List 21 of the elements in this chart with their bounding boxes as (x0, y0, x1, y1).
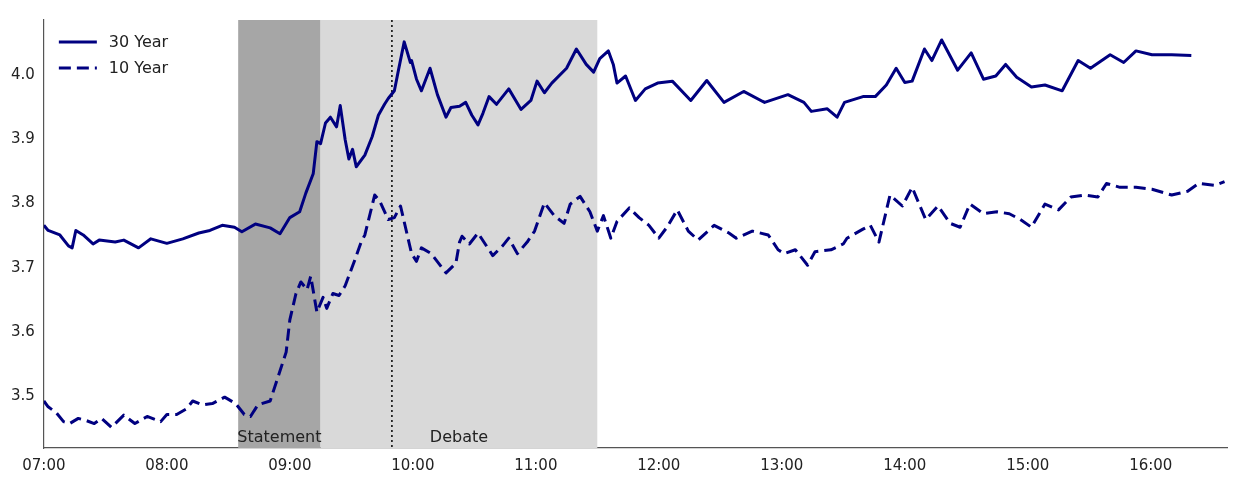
x-tick-label: 15:00 (1006, 455, 1050, 474)
y-tick-label: 4.0 (11, 64, 35, 83)
y-tick-label: 3.6 (11, 322, 35, 341)
x-tick-label: 09:00 (268, 455, 312, 474)
x-tick-label: 16:00 (1129, 455, 1173, 474)
legend-label: 10 Year (108, 58, 169, 78)
x-tick-label: 11:00 (514, 455, 558, 474)
line-series (43, 180, 1227, 429)
x-tick-label: 12:00 (637, 455, 681, 474)
x-tick-label: 13:00 (760, 455, 804, 474)
band-label: Statement (237, 427, 322, 447)
y-tick-label: 3.5 (11, 386, 35, 405)
y-tick-label: 3.7 (11, 257, 35, 276)
y-tick-label: 3.8 (11, 193, 35, 212)
x-tick-label: 08:00 (145, 455, 189, 474)
y-tick-label: 3.9 (11, 128, 35, 147)
band-label: Debate (429, 427, 489, 447)
x-tick-label: 07:00 (22, 455, 66, 474)
legend-label: 30 Year (108, 32, 169, 52)
x-tick-label: 10:00 (391, 455, 435, 474)
x-tick-label: 14:00 (883, 455, 927, 474)
